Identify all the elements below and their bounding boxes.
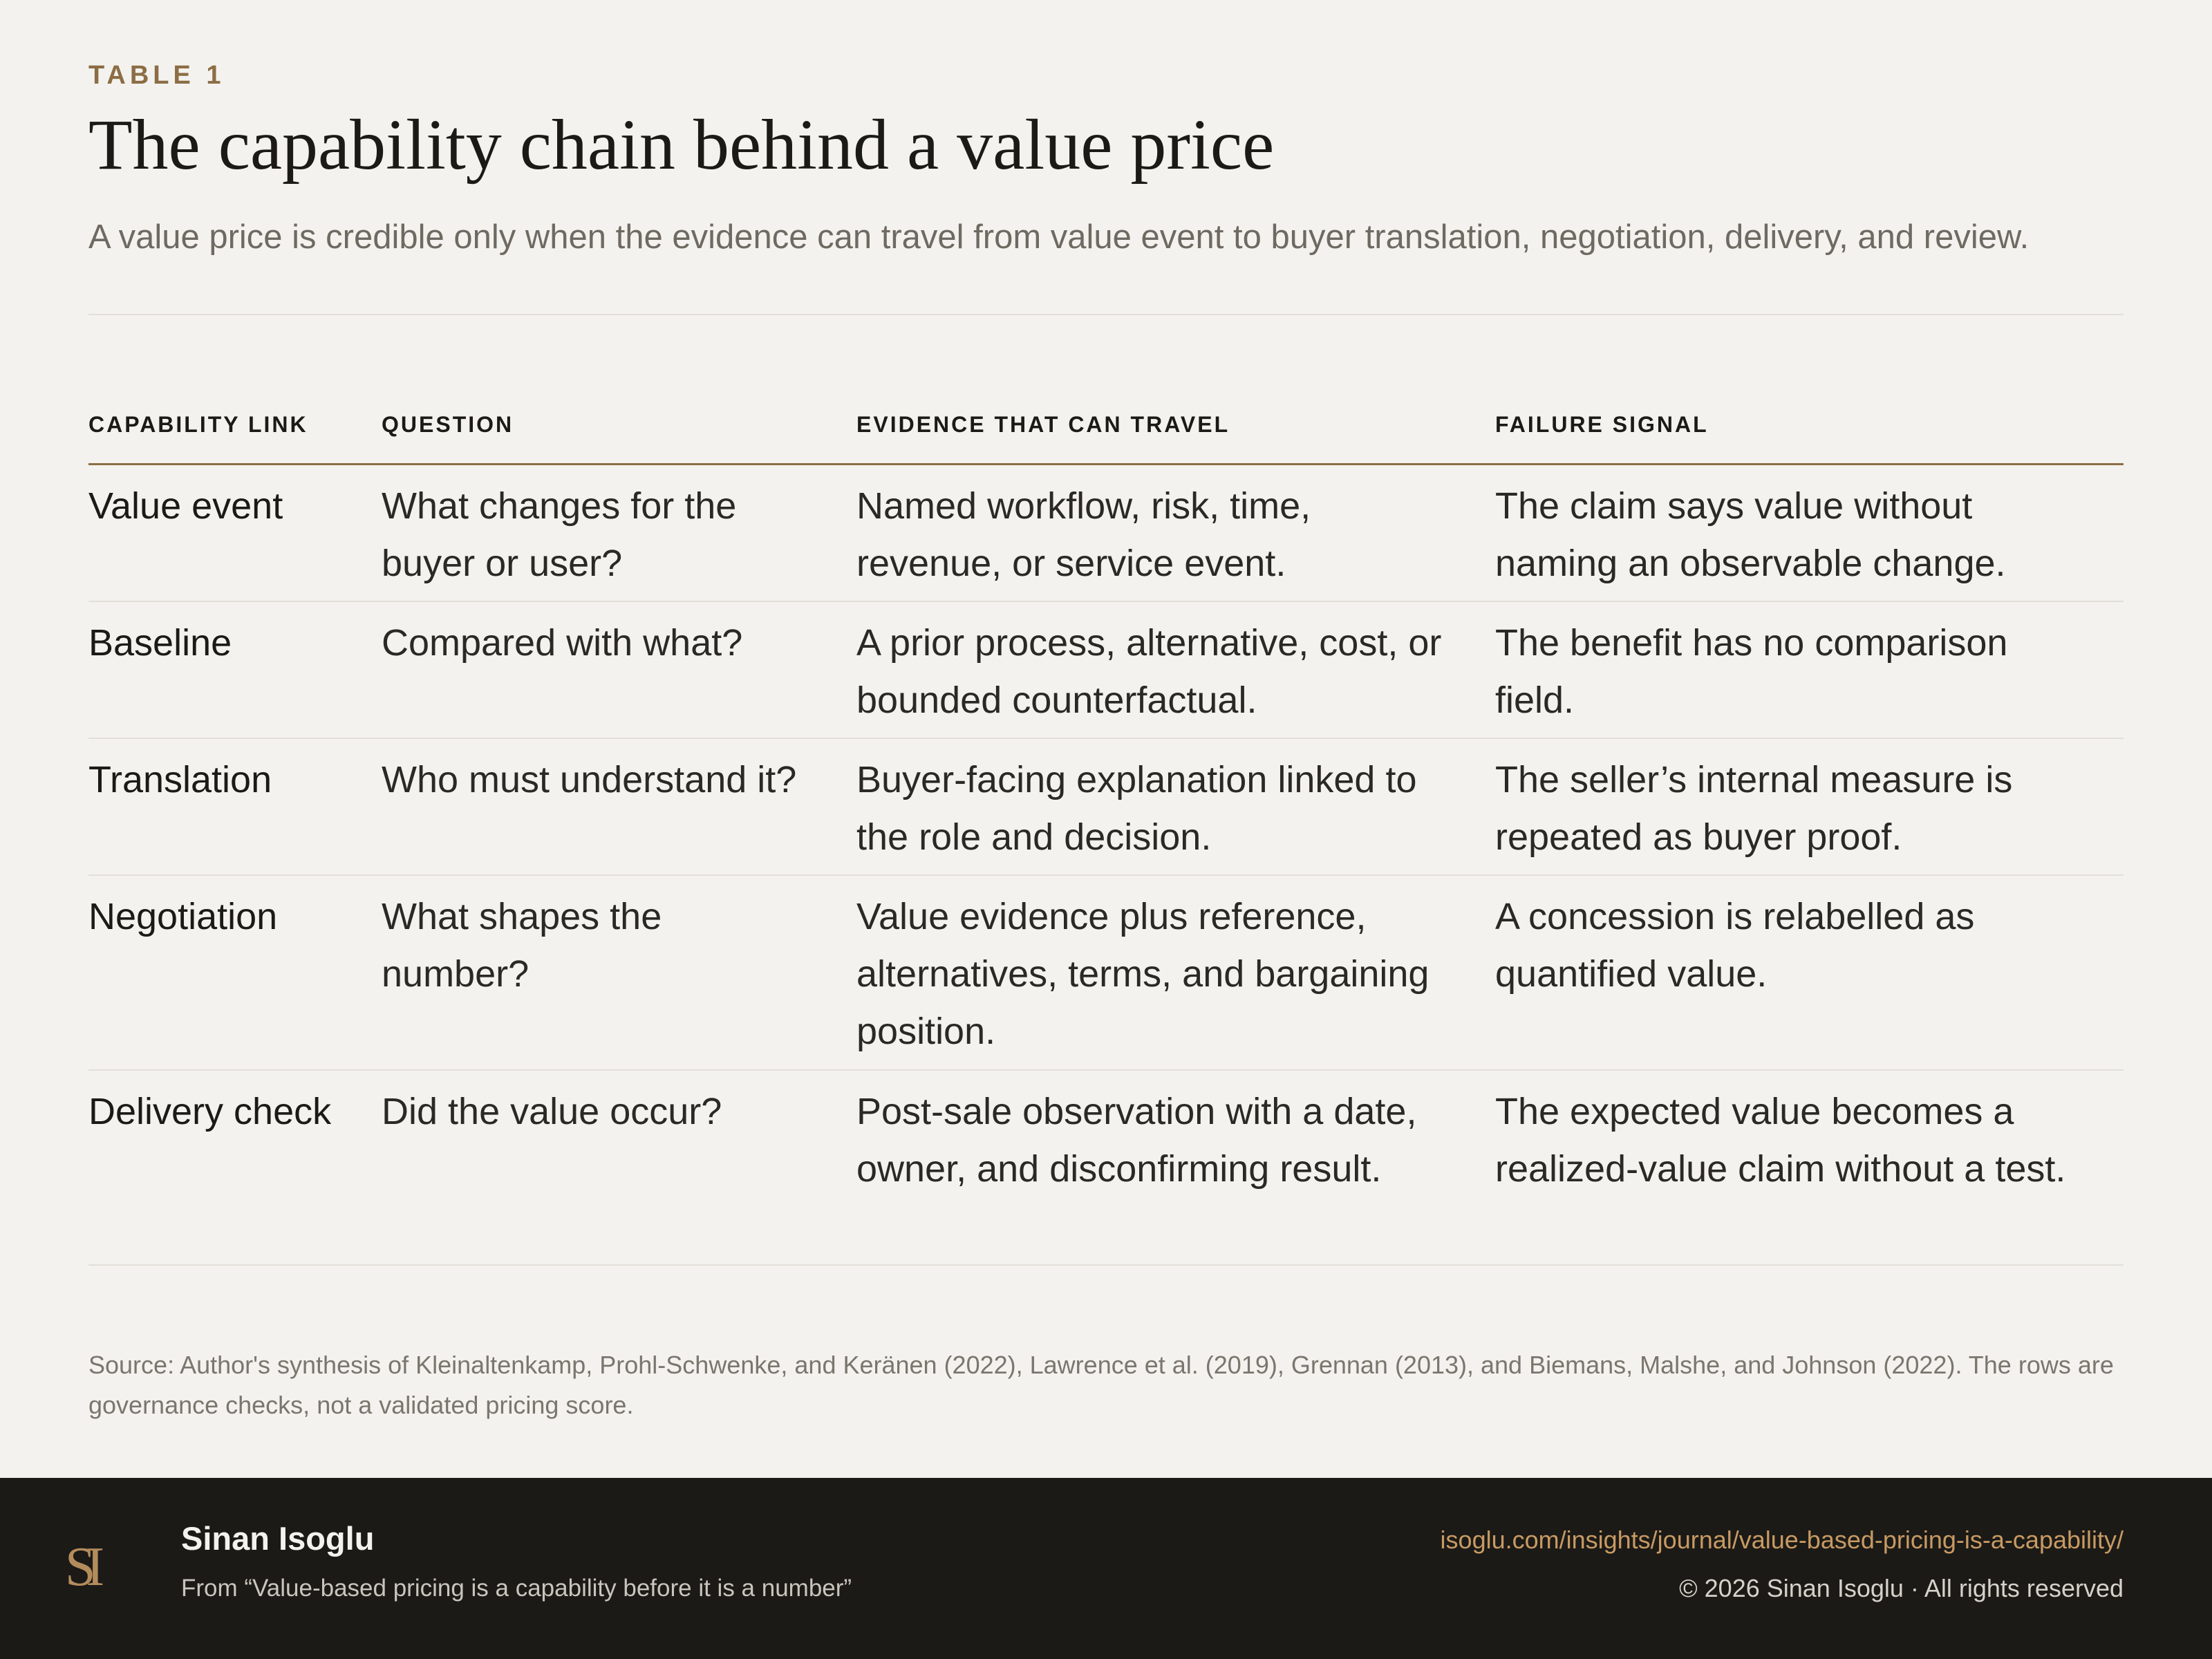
column-header-question: QUESTION — [382, 412, 514, 437]
cell-evidence: Named workflow, risk, time, revenue, or … — [856, 485, 1311, 584]
cell-failure-signal: A concession is relabelled as quantified… — [1495, 896, 1975, 995]
cell-capability-link: Translation — [88, 759, 272, 800]
table-body: Value event What changes for the buyer o… — [88, 465, 2124, 1266]
cell-evidence: Post-sale observation with a date, owner… — [856, 1091, 1417, 1190]
table-row: Value event What changes for the buyer o… — [88, 465, 2124, 602]
table-row: Negotiation What shapes the number? Valu… — [88, 876, 2124, 1071]
footer: SI Sinan Isoglu From “Value-based pricin… — [0, 1478, 2212, 1659]
page-subtitle: A value price is credible only when the … — [88, 218, 2030, 256]
page-title: The capability chain behind a value pric… — [88, 105, 1275, 185]
cell-failure-signal: The expected value becomes a realized-va… — [1495, 1091, 2066, 1190]
cell-failure-signal: The seller’s internal measure is repeate… — [1495, 759, 2013, 858]
table-header: CAPABILITY LINK QUESTION EVIDENCE THAT C… — [88, 406, 2124, 442]
cell-evidence: Buyer-facing explanation linked to the r… — [856, 759, 1417, 858]
table-row: Baseline Compared with what? A prior pro… — [88, 602, 2124, 739]
cell-question: Compared with what? — [382, 622, 743, 664]
author-name: Sinan Isoglu — [181, 1520, 375, 1557]
divider — [88, 314, 2124, 315]
source-note: Source: Author's synthesis of Kleinalten… — [88, 1351, 2114, 1419]
cell-failure-signal: The benefit has no comparison field. — [1495, 622, 2008, 721]
cell-evidence: A prior process, alternative, cost, or b… — [856, 622, 1442, 721]
cell-capability-link: Baseline — [88, 622, 232, 664]
cell-evidence: Value evidence plus reference, alternati… — [856, 896, 1430, 1052]
table-row: Translation Who must understand it? Buye… — [88, 739, 2124, 876]
cell-question: Did the value occur? — [382, 1091, 722, 1132]
cell-capability-link: Value event — [88, 485, 283, 527]
cell-capability-link: Delivery check — [88, 1091, 332, 1132]
table-eyebrow: TABLE 1 — [88, 61, 225, 90]
article-link[interactable]: isoglu.com/insights/journal/value-based-… — [1440, 1526, 2124, 1554]
cell-question: What changes for the buyer or user? — [382, 485, 737, 584]
header-divider — [88, 463, 2124, 465]
article-reference: From “Value-based pricing is a capabilit… — [181, 1575, 852, 1602]
column-header-capability-link: CAPABILITY LINK — [88, 412, 308, 437]
column-header-evidence: EVIDENCE THAT CAN TRAVEL — [856, 412, 1230, 437]
cell-capability-link: Negotiation — [88, 896, 278, 937]
column-header-failure-signal: FAILURE SIGNAL — [1495, 412, 1709, 437]
copyright: © 2026 Sinan Isoglu · All rights reserve… — [1679, 1574, 2124, 1602]
logo-icon: SI — [65, 1537, 104, 1597]
cell-failure-signal: The claim says value without naming an o… — [1495, 485, 2006, 584]
cell-question: What shapes the number? — [382, 896, 662, 995]
cell-question: Who must understand it? — [382, 759, 797, 800]
table-row: Delivery check Did the value occur? Post… — [88, 1071, 2124, 1266]
